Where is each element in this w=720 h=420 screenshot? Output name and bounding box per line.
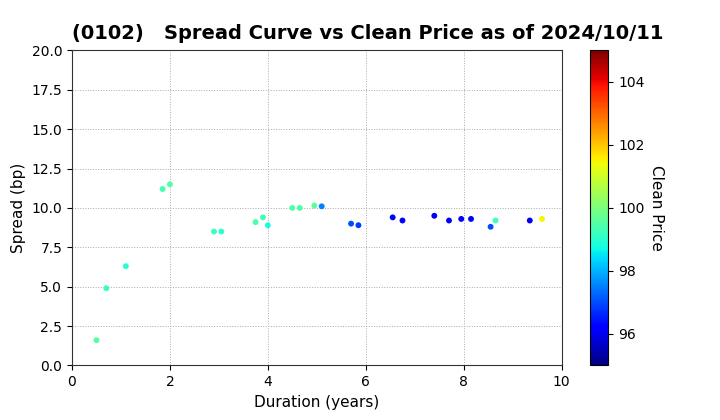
Point <box>294 205 305 211</box>
Text: (0102)   Spread Curve vs Clean Price as of 2024/10/11: (0102) Spread Curve vs Clean Price as of… <box>72 24 664 43</box>
Point <box>250 219 261 226</box>
Point <box>157 186 168 192</box>
Point <box>120 263 132 270</box>
Point <box>444 217 455 224</box>
Point <box>346 220 357 227</box>
Point <box>524 217 536 224</box>
Point <box>456 215 467 222</box>
X-axis label: Duration (years): Duration (years) <box>254 395 379 409</box>
Point <box>257 214 269 221</box>
Point <box>465 215 477 222</box>
Point <box>387 214 398 221</box>
Y-axis label: Clean Price: Clean Price <box>649 165 664 251</box>
Point <box>316 203 328 210</box>
Point <box>397 217 408 224</box>
Point <box>215 228 227 235</box>
Point <box>485 223 496 230</box>
Point <box>428 213 440 219</box>
Point <box>309 202 320 209</box>
Point <box>262 222 274 228</box>
Point <box>91 337 102 344</box>
Point <box>536 215 548 222</box>
Point <box>208 228 220 235</box>
Point <box>101 285 112 291</box>
Y-axis label: Spread (bp): Spread (bp) <box>11 163 26 253</box>
Point <box>164 181 176 188</box>
Point <box>353 222 364 228</box>
Point <box>287 205 298 211</box>
Point <box>490 217 501 224</box>
